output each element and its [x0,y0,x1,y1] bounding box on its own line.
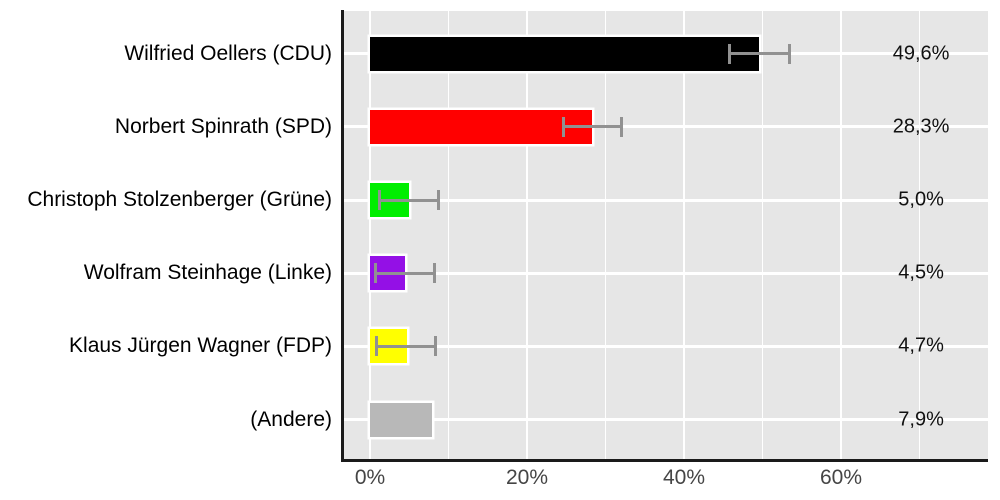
error-bar-cap-right [787,43,791,64]
error-bar [729,52,790,56]
error-bar-cap-left [377,190,381,211]
gridline-vertical-minor [605,11,606,461]
category-label: Wolfram Steinhage (Linke) [83,261,332,285]
error-bar [376,344,436,348]
value-label: 5,0% [898,188,944,211]
category-label: Klaus Jürgen Wagner (FDP) [69,334,332,358]
value-label: 4,5% [898,261,944,284]
x-tick-label: 40% [662,466,706,489]
error-bar-cap-left [374,336,378,357]
error-bar-cap-right [620,116,624,137]
category-label: (Andere) [250,407,332,431]
gridline-horizontal-major [344,271,988,275]
gridline-vertical-major [526,11,528,461]
x-tick-label: 60% [819,466,863,489]
category-label: Norbert Spinrath (SPD) [114,114,332,138]
bar [370,109,593,144]
error-bar [375,271,435,275]
gridline-vertical-minor [762,11,763,461]
error-bar-cap-left [728,43,732,64]
gridline-horizontal-major [344,198,988,202]
x-axis-line [341,459,988,462]
value-label: 7,9% [898,408,944,431]
error-bar-cap-right [436,190,440,211]
bar [370,36,760,71]
gridline-horizontal-major [344,125,988,129]
gridline-vertical-major [683,11,685,461]
value-label: 49,6% [892,42,950,65]
error-bar-cap-left [373,263,377,284]
gridline-vertical-major [840,11,842,461]
category-label: Christoph Stolzenberger (Grüne) [27,188,332,212]
gridline-vertical-minor [448,11,449,461]
value-label: 28,3% [892,115,950,138]
error-bar-cap-right [432,263,436,284]
bar [370,402,432,437]
error-bar [379,198,439,202]
error-bar-cap-right [434,336,438,357]
y-axis-line [341,10,344,462]
x-tick-label: 20% [505,466,549,489]
category-label: Wilfried Oellers (CDU) [124,41,332,65]
gridline-horizontal-major [344,418,988,422]
value-label: 4,7% [898,334,944,357]
gridline-horizontal-major [344,344,988,348]
error-bar [563,125,622,129]
error-bar-cap-left [561,116,565,137]
plot-panel: 49,6% 28,3% 5,0% 4,5% 4,7% 7,9% [344,11,988,461]
x-tick-label: 0% [354,466,386,489]
gridline-vertical-minor [919,11,920,461]
gridline-vertical-major [369,11,371,461]
